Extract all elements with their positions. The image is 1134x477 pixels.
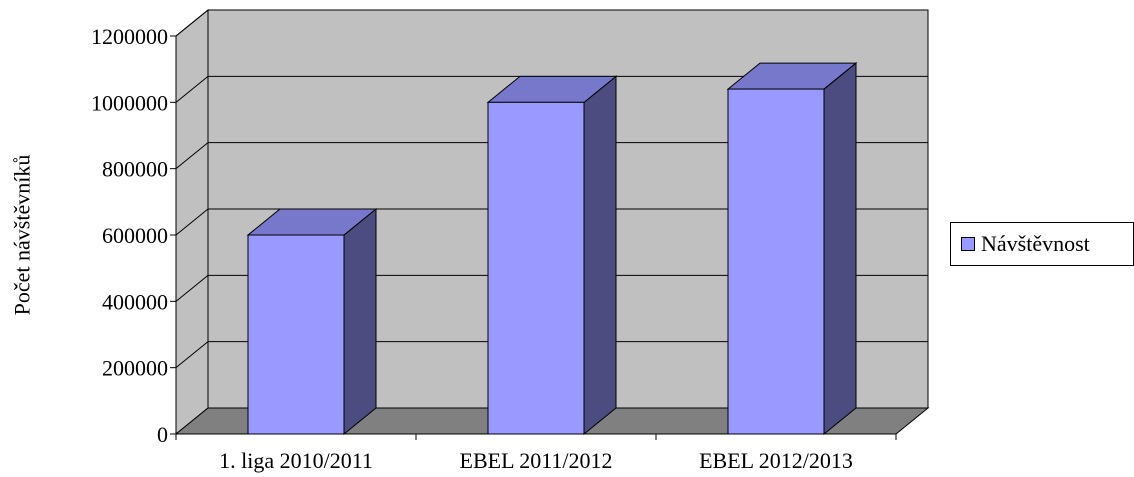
x-tick-label: 1. liga 2010/2011 xyxy=(219,448,373,473)
bar-front xyxy=(247,234,345,435)
y-tick-label: 1000000 xyxy=(91,90,168,115)
bar-side xyxy=(583,75,617,436)
legend-swatch xyxy=(961,237,975,251)
gridline-diagonal xyxy=(175,208,209,236)
x-tick-label: EBEL 2011/2012 xyxy=(460,448,613,473)
y-axis-label-container: Počet návštěvníků xyxy=(2,135,42,335)
bar-front xyxy=(487,101,585,435)
bar-side xyxy=(823,62,857,436)
y-tick-label: 400000 xyxy=(102,289,168,314)
y-tick-label: 1200000 xyxy=(91,24,168,49)
x-tick-labels: 1. liga 2010/2011 EBEL 2011/2012 EBEL 2012… xyxy=(219,448,853,473)
gridline-diagonal xyxy=(175,274,209,302)
x-tick-label: EBEL 2012/2013 xyxy=(699,448,853,473)
bar-2 xyxy=(486,75,618,436)
legend: Návštěvnost xyxy=(950,222,1134,266)
gridline-diagonal xyxy=(175,341,209,369)
bar-front xyxy=(727,88,825,435)
y-tick-label: 600000 xyxy=(102,223,168,248)
y-tick-labels: 0 200000 400000 600000 800000 1000000 1200000 xyxy=(91,24,168,447)
bar-side xyxy=(343,207,377,436)
bar-3 xyxy=(726,62,858,436)
y-tick-label: 800000 xyxy=(102,157,168,182)
y-tick-label: 0 xyxy=(157,422,168,447)
bar-1 xyxy=(246,207,378,436)
y-tick-label: 200000 xyxy=(102,356,168,381)
legend-label: Návštěvnost xyxy=(981,231,1090,256)
y-axis-label: Počet návštěvníků xyxy=(9,154,35,316)
gridline-diagonal xyxy=(175,142,209,170)
bars xyxy=(246,62,858,436)
gridline-diagonal xyxy=(175,9,209,37)
gridline-diagonal xyxy=(175,75,209,103)
